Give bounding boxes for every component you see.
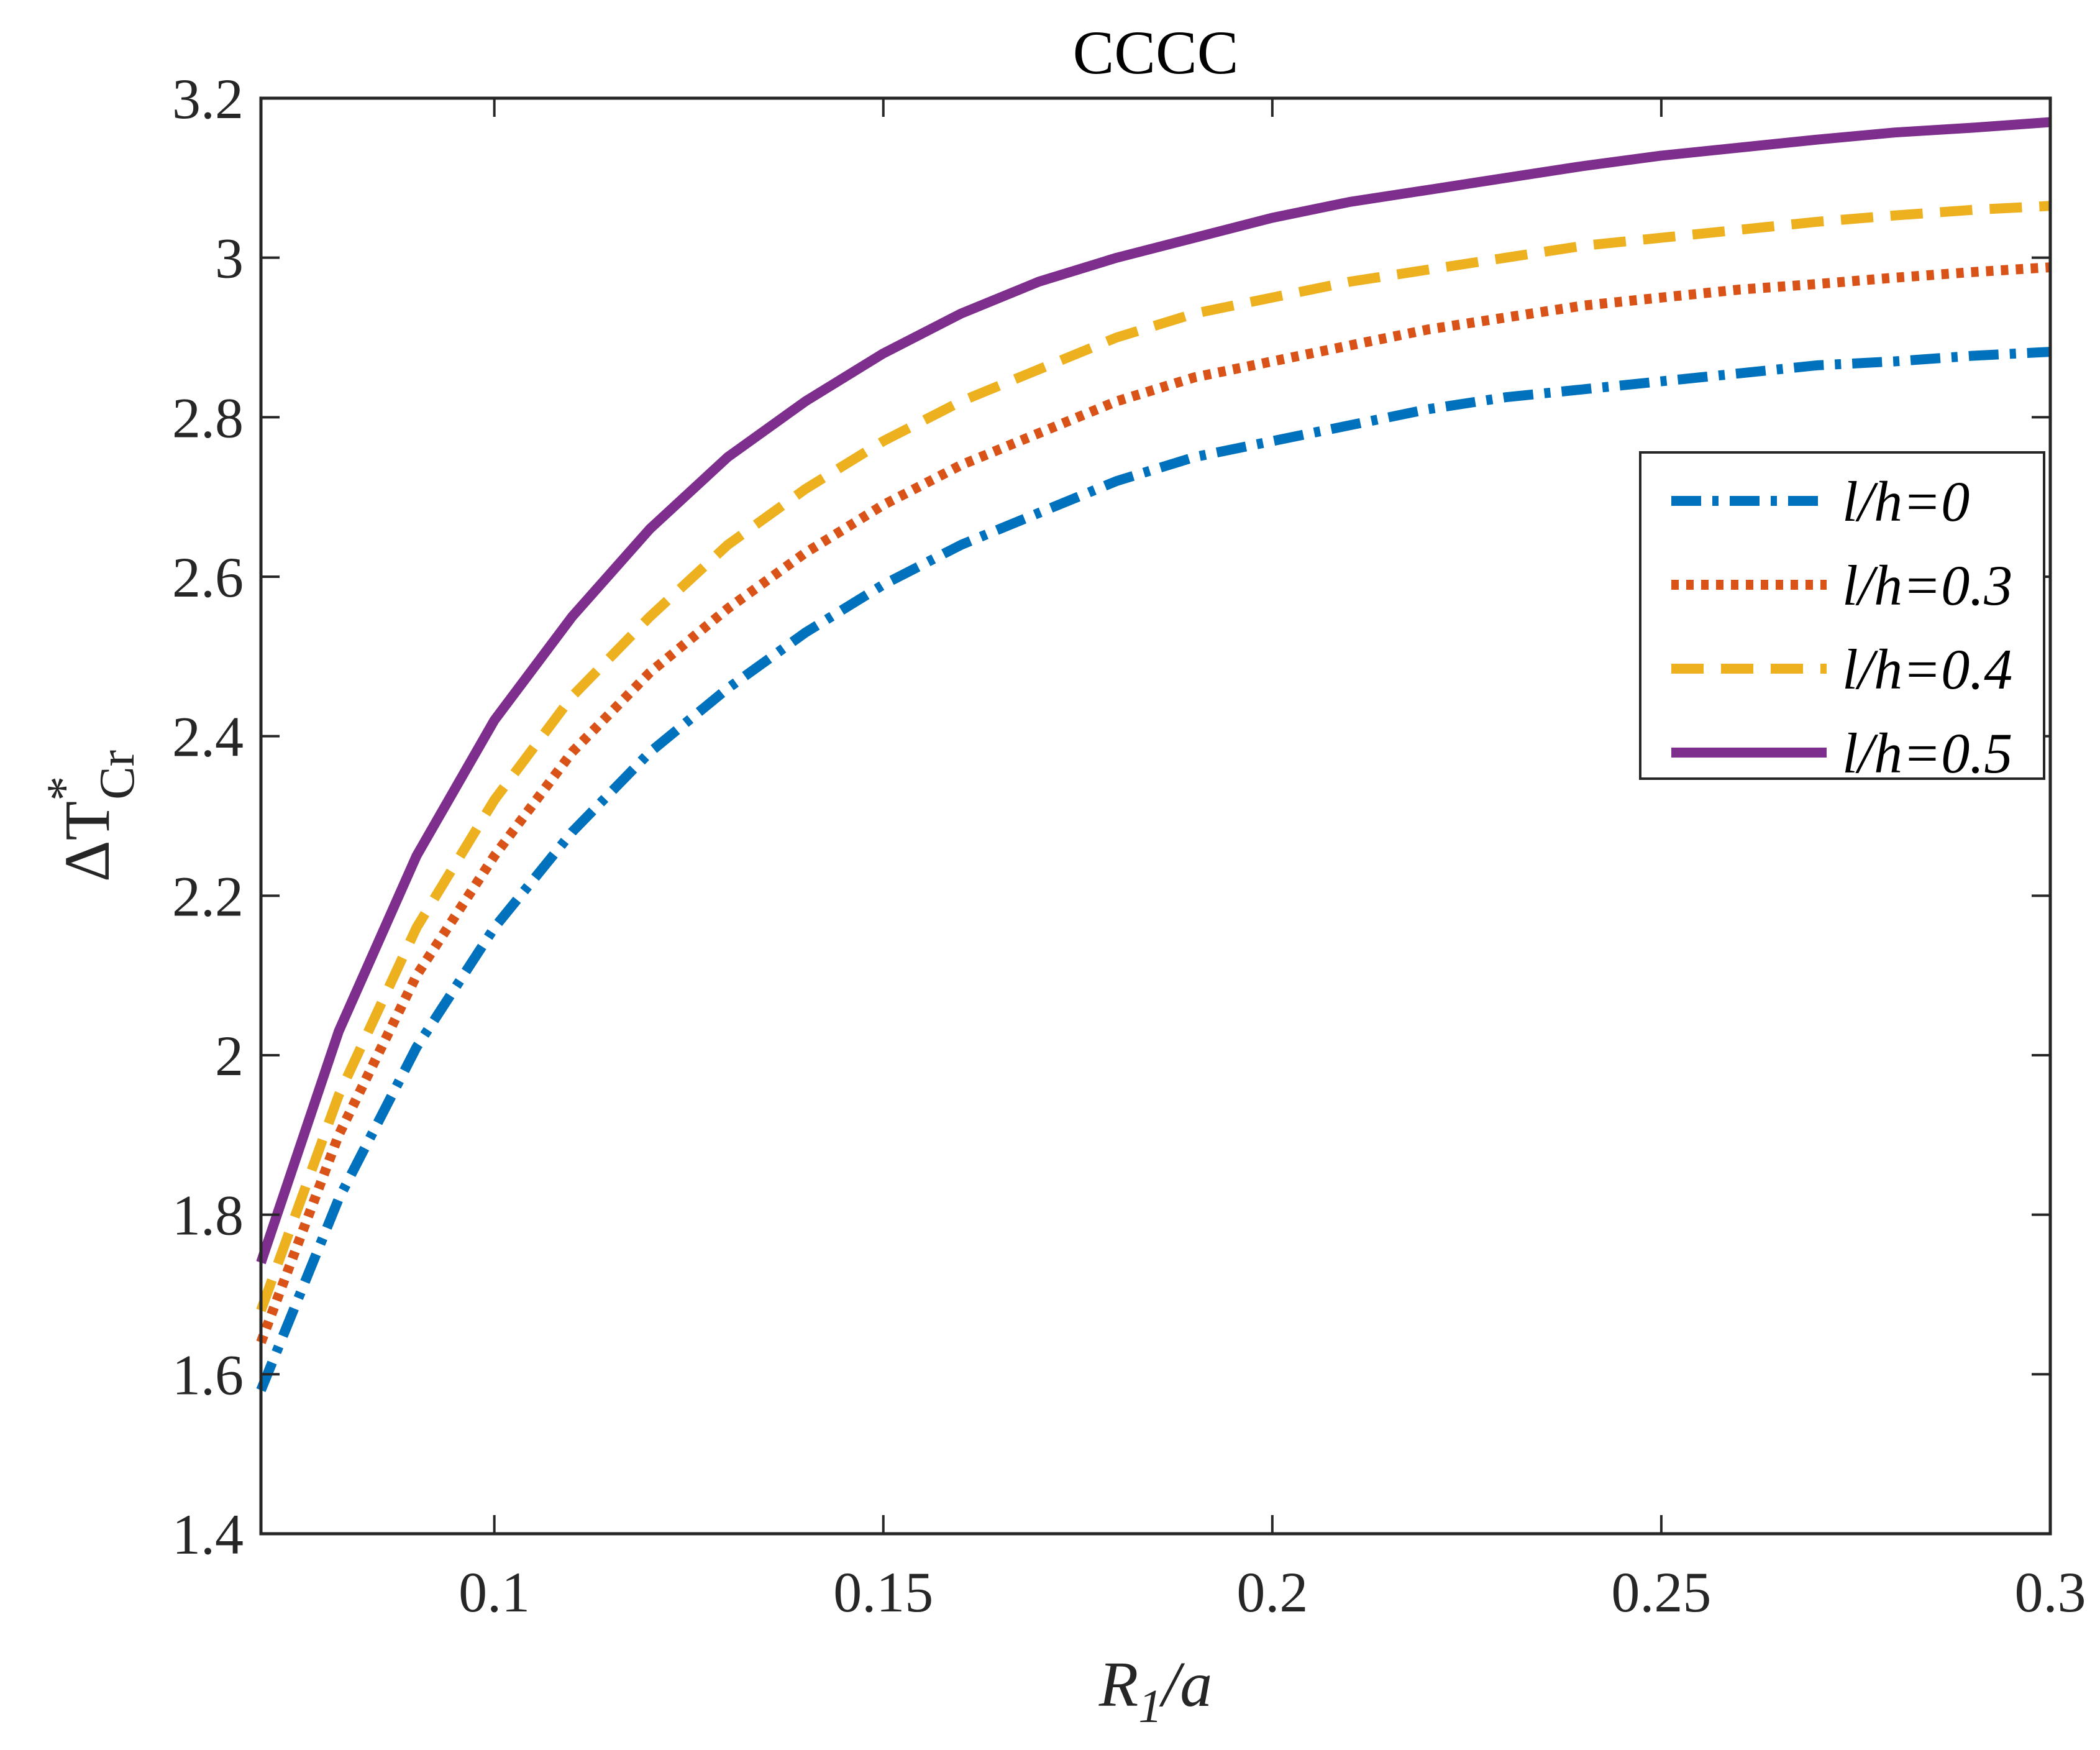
y-tick-label: 1.4	[172, 1503, 244, 1566]
x-tick-label: 0.3	[2015, 1560, 2086, 1624]
legend-box	[1639, 451, 2045, 780]
y-tick-label: 3.2	[172, 67, 244, 131]
y-tick-label: 2.4	[172, 705, 244, 769]
x-tick-label: 0.1	[459, 1560, 530, 1624]
legend-label-1: l/h=0.3	[1842, 554, 2012, 617]
legend-label-2: l/h=0.4	[1842, 638, 2012, 701]
y-axis-label-delta: Δ	[52, 840, 123, 882]
y-tick-label: 3	[215, 227, 244, 290]
y-tick-label: 2	[215, 1024, 244, 1088]
ticks-layer: 0.1 0.15 0.2 0.25 0.3 1.4 1.6 1.8 2 2.2 2.4 2.6 2.8 3…	[172, 67, 2086, 1624]
series-line-2	[256, 201, 2051, 1312]
series-line-0	[256, 347, 2051, 1393]
plot-frame	[259, 96, 2052, 1536]
x-axis-label-rest: /a	[1159, 1649, 1212, 1720]
y-tick-label: 2.8	[172, 386, 244, 449]
y-tick-label: 2.2	[172, 864, 244, 928]
x-tick-label: 0.2	[1236, 1560, 1308, 1624]
legend-items: l/h=0 l/h=0.3 l/h=0.4 l/h=0.5	[1671, 470, 2012, 785]
legend-label-3: l/h=0.5	[1842, 722, 2012, 785]
y-axis-label-main: T	[52, 801, 123, 841]
series-line-1	[256, 262, 2051, 1344]
x-axis-label-main: R	[1098, 1649, 1139, 1720]
x-axis-label: R1/a	[1098, 1649, 1212, 1733]
y-tick-label: 1.8	[172, 1184, 244, 1247]
y-axis-label: ΔT*Cr	[37, 750, 145, 882]
y-axis-label-sub: Cr	[90, 750, 145, 800]
x-axis-label-sub: 1	[1138, 1680, 1162, 1733]
y-tick-label: 2.6	[172, 546, 244, 609]
series-line-3	[256, 117, 2051, 1265]
chart-title: CCCC	[1073, 18, 1239, 87]
plot-area-background	[261, 98, 2050, 1534]
x-tick-label: 0.15	[833, 1560, 933, 1624]
legend-label-0: l/h=0	[1842, 470, 1970, 533]
legend: l/h=0 l/h=0.3 l/h=0.4 l/h=0.5	[1639, 451, 2045, 785]
y-tick-label: 1.6	[172, 1343, 244, 1406]
series-layer	[256, 117, 2051, 1393]
y-axis-label-sup: *	[37, 776, 92, 801]
x-tick-label: 0.25	[1611, 1560, 1711, 1624]
